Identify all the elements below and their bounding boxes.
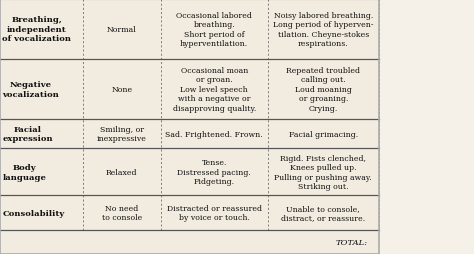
Text: Distracted or reassured
by voice or touch.: Distracted or reassured by voice or touc… [167,204,262,221]
Text: Breathing,
independent
of vocalization: Breathing, independent of vocalization [2,17,72,43]
Text: Negative
vocalization: Negative vocalization [2,81,59,98]
Bar [379,149,474,196]
Text: Body
language: Body language [2,163,46,181]
Text: No need
to console: No need to console [102,204,142,221]
Bar [379,230,474,254]
Bar [0,0,379,254]
Text: Sad. Frightened. Frown.: Sad. Frightened. Frown. [165,130,263,138]
Bar [379,196,474,230]
Text: Facial grimacing.: Facial grimacing. [289,130,358,138]
Text: Consolability: Consolability [2,209,64,217]
Text: Relaxed: Relaxed [106,168,137,176]
Text: Occasional labored
breathing.
Short period of
hyperventilation.: Occasional labored breathing. Short peri… [176,12,252,48]
Text: Unable to console,
distract, or reassure.: Unable to console, distract, or reassure… [281,204,365,221]
Text: Occasional moan
or groan.
Low level speech
with a negative or
disapproving quali: Occasional moan or groan. Low level spee… [173,67,256,113]
Text: Repeated troubled
calling out.
Loud moaning
or groaning.
Crying.: Repeated troubled calling out. Loud moan… [286,67,360,113]
Text: None: None [111,86,132,93]
Bar [379,119,474,149]
Text: Smiling, or
inexpressive: Smiling, or inexpressive [97,125,147,143]
Text: Tense.
Distressed pacing.
Fidgeting.: Tense. Distressed pacing. Fidgeting. [177,159,251,185]
Text: Normal: Normal [107,26,137,34]
Text: Rigid. Fists clenched,
Knees pulled up.
Pulling or pushing away.
Striking out.: Rigid. Fists clenched, Knees pulled up. … [274,154,372,190]
Bar [379,60,474,119]
Bar [379,0,474,60]
Text: Facial
expression: Facial expression [2,125,53,143]
Text: TOTAL:: TOTAL: [336,238,368,246]
Text: Noisy labored breathing.
Long period of hyperven-
tilation. Cheyne-stokes
respir: Noisy labored breathing. Long period of … [273,12,374,48]
